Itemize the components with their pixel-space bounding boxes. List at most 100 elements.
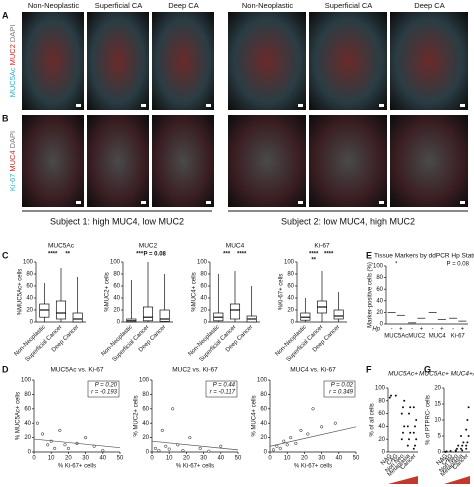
x-tick-label: 50 (235, 456, 242, 462)
point (412, 406, 415, 409)
hp-status: + (399, 327, 403, 333)
trend-line (269, 426, 357, 447)
point (462, 441, 465, 444)
y-tick-label: 40 (142, 421, 149, 427)
x-tick-label: 10 (166, 456, 173, 462)
stain-name: MUC4 (8, 150, 17, 171)
y-tick-label: 100 (21, 378, 32, 384)
x-tick-label: 50 (353, 456, 360, 462)
scale-bar (379, 201, 384, 204)
microscopy-image (228, 12, 306, 110)
microscopy-image (152, 115, 214, 207)
y-tick-label: 60 (378, 411, 385, 417)
point (306, 432, 310, 436)
significance: **** (48, 252, 58, 258)
point (271, 448, 275, 452)
subject-label: Subject 1: high MUC4, low MUC2 (50, 216, 184, 226)
stat: r = -0.117 (210, 390, 236, 396)
significance: ** (311, 258, 316, 264)
column-header: Non-Neoplastic (242, 1, 294, 10)
y-tick-label: 60 (376, 287, 383, 293)
chart-title: MUC2 vs. Ki-67 (172, 367, 218, 374)
hp-status: + (440, 327, 444, 333)
x-tick-label: 10 (284, 456, 291, 462)
point (460, 435, 462, 437)
scale-bar (141, 201, 146, 204)
chart-title: MUC5Ac+ MUC4+AREG+ (419, 371, 474, 378)
gradient-wedge (388, 476, 418, 484)
y-tick-label: 40 (26, 296, 33, 302)
point (406, 444, 409, 447)
point (181, 449, 185, 453)
y-tick-label: 80 (24, 392, 31, 398)
significance: *** (136, 252, 144, 258)
point (409, 431, 412, 434)
y-axis-label: %Ki-67+ cells (279, 274, 285, 311)
box (159, 309, 170, 322)
point (35, 421, 39, 425)
chart-title: Ki-67 (314, 243, 330, 250)
point (198, 446, 202, 450)
y-tick-label: 60 (113, 284, 120, 290)
y-tick-label: 15 (434, 402, 441, 408)
y-tick-label: 60 (26, 284, 33, 290)
point (84, 436, 88, 440)
x-tick-label: 40 (217, 456, 224, 462)
y-tick-label: 20 (26, 308, 33, 314)
point (465, 444, 468, 447)
y-tick-label: 40 (200, 296, 207, 302)
chart-title: MUC4 vs. Ki-67 (290, 367, 336, 374)
y-tick-label: 20 (378, 437, 385, 443)
y-tick-label: 0 (264, 450, 268, 456)
stain-label: MUC5Ac MUC2DAPI (8, 25, 17, 98)
point (460, 447, 462, 450)
point (289, 436, 293, 440)
point (285, 443, 289, 447)
scale-bar (298, 104, 303, 107)
hp-status: - (391, 327, 393, 333)
box (55, 300, 67, 320)
stain-name: MUC5Ac (8, 67, 17, 97)
y-axis-label: % of all cells (370, 403, 376, 436)
microscopy-image (390, 115, 468, 207)
stain-name: DAPI (8, 131, 17, 149)
point (466, 441, 469, 444)
stats-box (87, 380, 120, 398)
microscopy-image (87, 115, 149, 207)
panel-label: D (2, 364, 9, 374)
x-tick-label: 30 (318, 456, 325, 462)
point (171, 407, 175, 411)
box (142, 306, 154, 322)
point (388, 396, 391, 399)
point (465, 447, 468, 450)
y-axis-label: % MUC5Ac+ cells (16, 392, 22, 440)
box (229, 303, 241, 320)
microscopy-image (22, 115, 84, 207)
chart-title: MUC2 (139, 243, 158, 250)
point (167, 447, 171, 451)
point (63, 443, 67, 447)
significance: *** (223, 252, 231, 258)
point (408, 438, 410, 441)
panel-label: G (424, 364, 431, 374)
point (394, 394, 397, 397)
significance: ** (65, 252, 70, 258)
significance: **** (324, 252, 334, 258)
y-tick-label: 80 (26, 272, 33, 278)
point (160, 428, 164, 432)
x-tick-label: 40 (99, 456, 106, 462)
x-tick-label: Ki-67 (451, 334, 466, 340)
x-tick-label: 30 (82, 456, 89, 462)
y-tick-label: 0 (382, 450, 386, 456)
point (400, 438, 403, 441)
significance: **** (237, 252, 247, 258)
y-tick-label: 100 (257, 378, 268, 384)
microscopy-image (228, 115, 306, 207)
scale-bar (460, 104, 465, 107)
point (415, 438, 418, 441)
y-tick-label: 60 (287, 284, 294, 290)
point (402, 406, 404, 409)
panel-label: B (2, 113, 9, 123)
x-tick-label: 0 (150, 456, 154, 462)
point (66, 446, 70, 450)
